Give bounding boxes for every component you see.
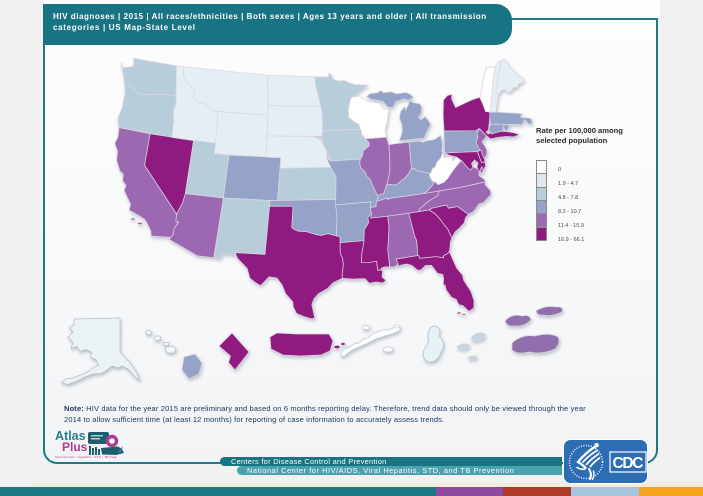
svg-text:CDC: CDC bbox=[613, 455, 644, 472]
